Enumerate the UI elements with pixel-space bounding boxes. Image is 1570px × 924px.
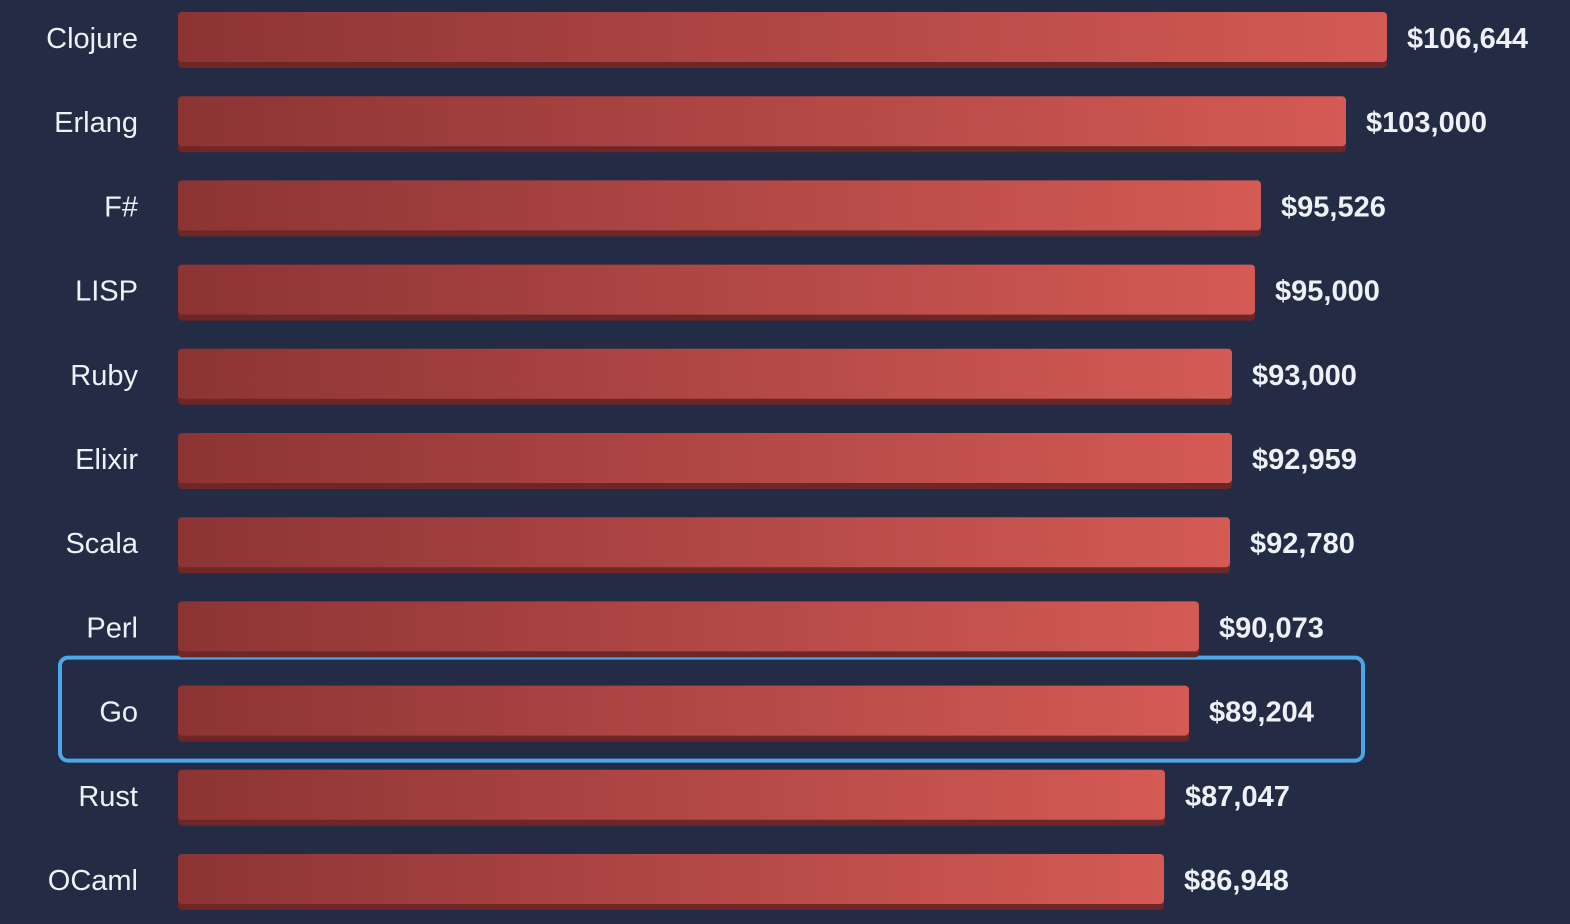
highlight-box-go — [58, 655, 1365, 763]
bar-erlang — [178, 96, 1346, 147]
bar-rust — [178, 769, 1165, 820]
bar-scala — [178, 517, 1230, 568]
category-label-erlang: Erlang — [54, 107, 138, 139]
value-label-go: $89,204 — [1209, 697, 1314, 729]
bar-ocaml — [178, 854, 1164, 904]
value-label-ocaml: $86,948 — [1184, 865, 1289, 897]
value-label-erlang: $103,000 — [1366, 107, 1487, 139]
bar-f-sharp — [178, 180, 1261, 231]
category-label-perl: Perl — [86, 612, 138, 644]
category-label-ruby: Ruby — [70, 360, 138, 392]
category-label-scala: Scala — [65, 528, 138, 560]
bar-lisp — [178, 264, 1255, 315]
category-label-f-sharp: F# — [104, 191, 138, 223]
category-label-go: Go — [99, 697, 138, 729]
value-label-clojure: $106,644 — [1407, 23, 1528, 55]
bar-perl — [178, 601, 1199, 652]
bar-elixir — [178, 433, 1232, 483]
bar-ruby — [178, 348, 1232, 399]
bar-clojure — [178, 12, 1387, 62]
value-label-scala: $92,780 — [1250, 528, 1355, 560]
value-label-elixir: $92,959 — [1252, 444, 1357, 476]
value-label-rust: $87,047 — [1185, 781, 1290, 813]
category-label-lisp: LISP — [75, 276, 138, 308]
bar-go — [178, 685, 1189, 736]
category-label-rust: Rust — [78, 781, 138, 813]
value-label-f-sharp: $95,526 — [1281, 191, 1386, 223]
category-label-clojure: Clojure — [46, 23, 138, 55]
value-label-perl: $90,073 — [1219, 612, 1324, 644]
value-label-ruby: $93,000 — [1252, 360, 1357, 392]
category-label-elixir: Elixir — [75, 444, 138, 476]
value-label-lisp: $95,000 — [1275, 276, 1380, 308]
category-label-ocaml: OCaml — [48, 865, 138, 897]
